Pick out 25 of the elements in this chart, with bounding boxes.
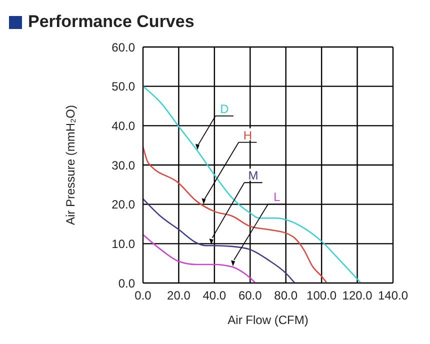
x-tick-label: 0.0 (134, 288, 152, 303)
line-series (143, 234, 256, 283)
x-tick-label: 140.0 (378, 288, 408, 303)
y-tick-label: 50.0 (112, 80, 136, 94)
y-tick-label: 40.0 (112, 118, 136, 133)
y-tick-label: 10.0 (112, 236, 136, 251)
x-tick-label: 120.0 (342, 288, 373, 303)
x-axis-title: Air Flow (CFM) (228, 313, 308, 327)
line-series (143, 86, 362, 283)
y-tick-label: 0.0 (118, 276, 136, 290)
text: H (243, 128, 252, 142)
x-tick-label: 20.0 (167, 288, 191, 303)
y-tick-label: 60.0 (112, 40, 136, 54)
text: L (274, 190, 281, 204)
x-tick-label: 40.0 (202, 288, 226, 303)
y-axis-title: Air Pressure (mmH₂O) (63, 105, 78, 225)
text: M (248, 168, 258, 183)
chart-title: Performance Curves (28, 12, 194, 32)
y-tick-label: 20.0 (112, 198, 136, 212)
y-tick-label: 30.0 (112, 158, 136, 172)
x-tick-label: 100.0 (306, 288, 337, 303)
line-series (143, 146, 328, 283)
x-tick-label: 60.0 (238, 288, 262, 303)
x-tick-label: 80.0 (274, 288, 298, 303)
text: D (220, 102, 230, 116)
